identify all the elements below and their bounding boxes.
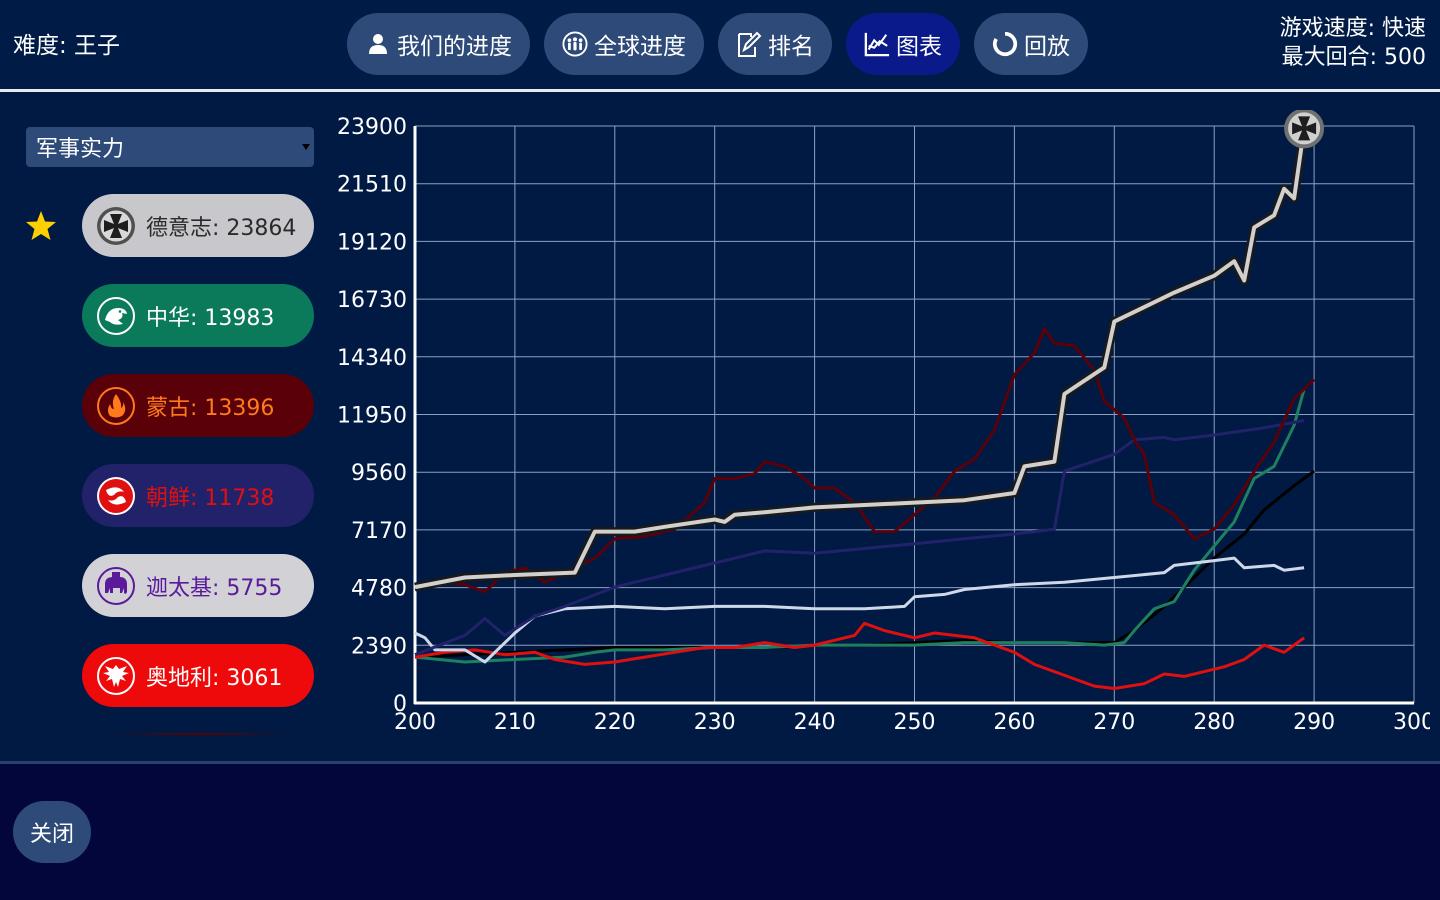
series-line-6 [414, 128, 1307, 590]
y-tick-label: 7170 [351, 519, 407, 544]
x-tick-label: 260 [993, 710, 1035, 735]
list-overflow-hint [110, 733, 290, 735]
y-tick-label: 19120 [337, 230, 407, 255]
civ-list-item[interactable]: 朝鲜: 11738 [82, 464, 314, 527]
bottom-divider [0, 761, 1440, 764]
bottom-bar [0, 764, 1440, 900]
civ-list-item[interactable]: 中华: 13983 [82, 284, 314, 347]
top-bar-divider [0, 89, 1440, 92]
chart-icon [864, 31, 890, 57]
x-tick-label: 270 [1093, 710, 1135, 735]
x-tick-label: 230 [694, 710, 736, 735]
person-icon [365, 31, 391, 57]
tab-our-progress[interactable]: 我们的进度 [347, 13, 530, 75]
flame-icon [96, 386, 136, 426]
y-tick-label: 16730 [337, 288, 407, 313]
people-icon [562, 31, 588, 57]
series-line-4 [414, 419, 1305, 657]
civ-score-label: 中华: 13983 [146, 305, 275, 331]
series-line-2 [414, 621, 1305, 690]
replay-icon [992, 31, 1018, 57]
x-tick-label: 220 [594, 710, 636, 735]
civ-score-label: 奥地利: 3061 [146, 665, 283, 691]
category-value: 军事实力 [36, 137, 125, 162]
civ-score-label: 迦太基: 5755 [146, 575, 283, 601]
x-tick-label: 250 [894, 710, 936, 735]
tab-label: 我们的进度 [397, 34, 512, 60]
edit-icon [736, 31, 762, 57]
civ-list-item[interactable]: 蒙古: 13396 [82, 374, 314, 437]
civ-list-item[interactable]: 奥地利: 3061 [82, 644, 314, 707]
series-line-5 [414, 327, 1316, 594]
game-speed-label: 游戏速度: 快速 [1279, 16, 1426, 41]
series-line-1 [414, 388, 1306, 664]
iron-cross-icon [1284, 110, 1325, 149]
tab-label: 全球进度 [594, 34, 686, 60]
difficulty-label: 难度: 王子 [13, 33, 121, 59]
y-tick-label: 14340 [337, 346, 407, 371]
civ-score-label: 德意志: 23864 [146, 215, 297, 241]
series-line-outline [414, 127, 1309, 592]
tab-label: 图表 [896, 34, 942, 60]
y-tick-label: 9560 [351, 461, 407, 486]
tab-rankings[interactable]: 排名 [718, 13, 832, 75]
x-tick-label: 200 [394, 710, 436, 735]
series-line-3 [414, 556, 1305, 664]
close-button[interactable]: 关闭 [13, 801, 91, 863]
civ-score-label: 朝鲜: 11738 [146, 485, 275, 511]
star-icon [24, 209, 58, 243]
tab-label: 回放 [1024, 34, 1070, 60]
y-tick-label: 11950 [337, 404, 407, 429]
dragon-icon [96, 296, 136, 336]
y-tick-label: 2390 [351, 634, 407, 659]
tab-replay[interactable]: 回放 [974, 13, 1088, 75]
tab-charts[interactable]: 图表 [846, 13, 960, 75]
y-tick-label: 23900 [337, 115, 407, 140]
max-turns-label: 最大回合: 500 [1281, 45, 1426, 70]
x-tick-label: 280 [1193, 710, 1235, 735]
x-tick-label: 210 [494, 710, 536, 735]
elephant-icon [96, 566, 136, 606]
iron-cross-icon [96, 206, 136, 246]
tab-label: 排名 [768, 34, 814, 60]
y-tick-label: 0 [393, 692, 407, 717]
civ-score-label: 蒙古: 13396 [146, 395, 275, 421]
military-strength-chart: 0 2390 4780 7170 9560 11950 14340 16730 19120 215… [337, 110, 1430, 735]
eagle-icon [96, 656, 136, 696]
tab-bar: 我们的进度 全球进度 排名 图表 回放 [347, 13, 1088, 75]
x-tick-label: 240 [794, 710, 836, 735]
civ-list-item[interactable]: 德意志: 23864 [82, 194, 314, 257]
chevron-down-icon [302, 144, 310, 150]
game-info: 游戏速度: 快速 最大回合: 500 [1280, 14, 1426, 72]
civ-list-item[interactable]: 迦太基: 5755 [82, 554, 314, 617]
x-tick-label: 290 [1293, 710, 1335, 735]
y-tick-label: 21510 [337, 173, 407, 198]
tab-global-progress[interactable]: 全球进度 [544, 13, 704, 75]
category-dropdown[interactable]: 军事实力 [26, 127, 314, 167]
y-tick-label: 4780 [351, 577, 407, 602]
taegeuk-icon [96, 476, 136, 516]
x-tick-label: 300 [1393, 710, 1430, 735]
